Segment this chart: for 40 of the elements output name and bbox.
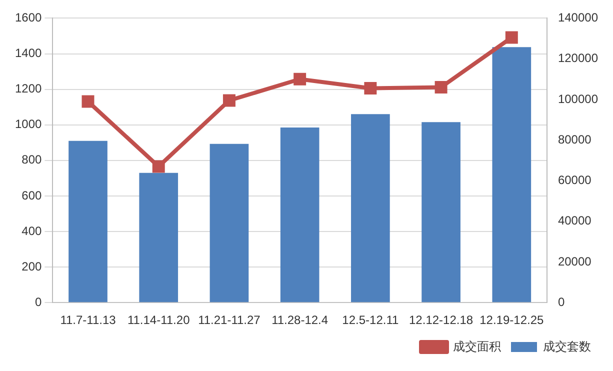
y2-tick-label: 140000 — [558, 10, 598, 25]
point — [222, 94, 236, 107]
bar — [280, 128, 320, 302]
y2-tick-label: 20000 — [558, 254, 592, 268]
point — [364, 82, 377, 95]
bar — [492, 47, 532, 302]
y-tick-label: 1000 — [14, 117, 42, 132]
bar — [210, 144, 249, 302]
y-tick-label: 1600 — [14, 10, 42, 25]
y-tick-label: 0 — [35, 294, 42, 309]
point — [434, 81, 448, 94]
point — [294, 72, 306, 86]
y-tick-label: 600 — [22, 188, 42, 202]
y-tick-label: 1400 — [14, 46, 42, 60]
y2-tick-label: 120000 — [558, 51, 598, 66]
x-tick-label: 11.7-11.13 — [60, 313, 116, 328]
x-tick-label: 11.14-11.20 — [127, 313, 190, 328]
x-tick-label: 12.12-12.18 — [409, 313, 474, 328]
y2-tick-label: 80000 — [558, 132, 592, 146]
x-tick-label: 11.21-11.27 — [198, 313, 261, 328]
x-tick-label: 12.5-12.11 — [342, 313, 399, 328]
legend-label: 成交套数 — [543, 339, 591, 354]
bar — [68, 140, 108, 302]
bar — [351, 114, 390, 302]
y2-tick-label: 0 — [558, 294, 565, 309]
point — [505, 31, 518, 44]
y-tick-label: 400 — [22, 224, 42, 238]
x-tick-label: 12.19-12.25 — [480, 313, 544, 328]
bar — [139, 172, 178, 302]
y2-tick-label: 100000 — [558, 92, 598, 106]
y2-tick-label: 40000 — [558, 214, 592, 228]
point — [152, 160, 165, 173]
x-tick-label: 11.28-12.4 — [272, 313, 328, 328]
y-tick-label: 800 — [22, 152, 42, 167]
legend-label: 成交面积 — [453, 339, 501, 354]
y-tick-label: 200 — [22, 259, 42, 274]
point — [82, 95, 94, 108]
bar — [422, 122, 460, 302]
y2-tick-label: 60000 — [558, 173, 592, 188]
y-tick-label: 1200 — [14, 82, 42, 96]
